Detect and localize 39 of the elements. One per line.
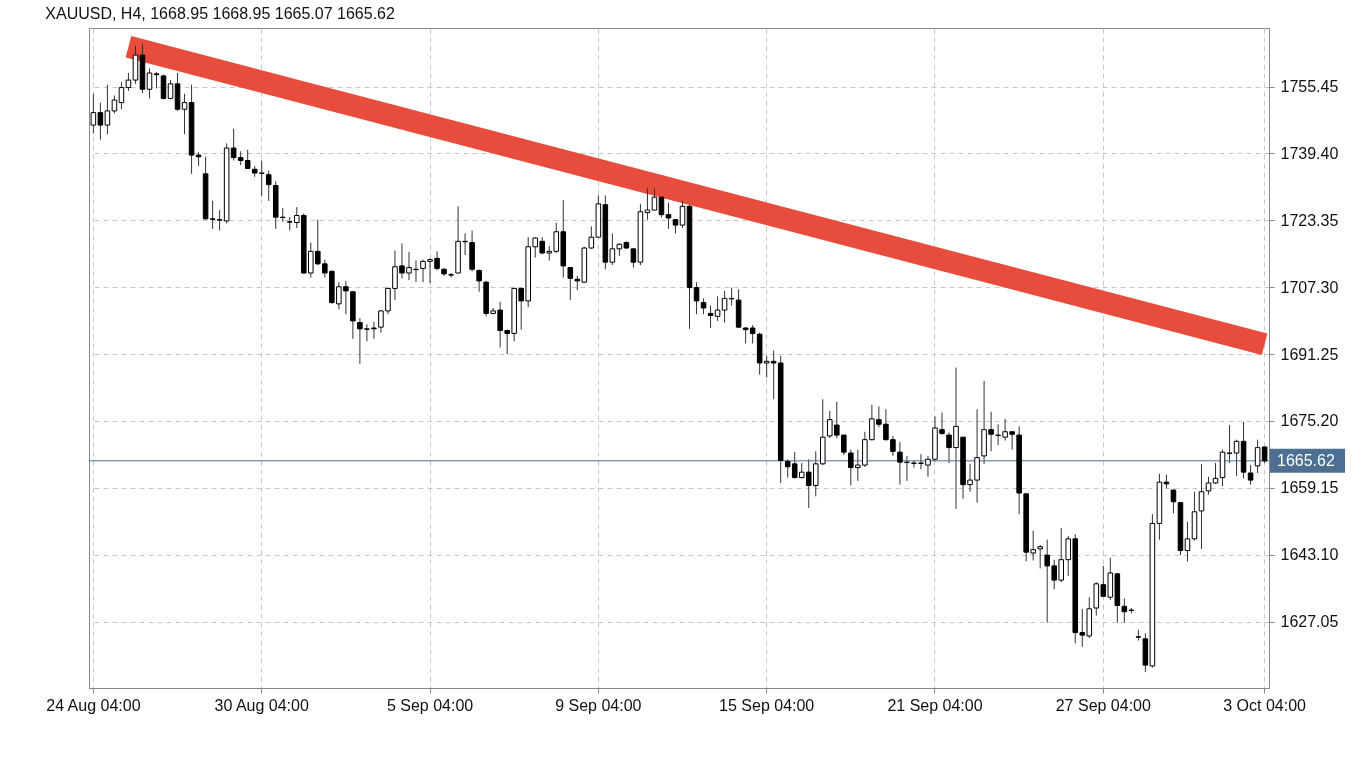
candlestick [693, 281, 700, 315]
candlestick [1233, 439, 1240, 477]
candlestick [567, 266, 574, 301]
ref-line-label: 1665.62 [1277, 451, 1335, 469]
x-tick-label: 5 Sep 04:00 [386, 696, 474, 714]
candlestick [1037, 544, 1043, 569]
candlestick [679, 200, 686, 229]
candlestick [448, 272, 454, 279]
candlestick [644, 187, 651, 221]
y-tick-label: 1739.40 [1280, 144, 1339, 162]
candlestick [146, 67, 153, 99]
y-tick-label: 1675.20 [1280, 412, 1339, 430]
y-tick-label: 1723.35 [1280, 211, 1339, 229]
candlestick [118, 81, 125, 110]
x-tick-label: 27 Sep 04:00 [1055, 696, 1151, 714]
candlestick [181, 93, 188, 135]
x-tick-label: 9 Sep 04:00 [555, 696, 642, 714]
candlestick [1226, 424, 1233, 464]
candlestick [1198, 463, 1205, 550]
y-tick-label: 1659.15 [1280, 479, 1339, 497]
x-tick-label: 15 Sep 04:00 [719, 696, 815, 714]
candlestick [665, 202, 672, 230]
candlestick [1212, 462, 1219, 485]
y-tick-label: 1707.30 [1280, 278, 1339, 296]
candlestick [1184, 521, 1191, 562]
candlestick [707, 305, 714, 329]
y-tick-label: 1627.05 [1280, 613, 1339, 631]
candlestick [651, 187, 658, 211]
x-tick-label: 3 Oct 04:00 [1223, 696, 1307, 714]
y-tick-label: 1643.10 [1280, 546, 1339, 564]
candlestick [476, 268, 482, 293]
chart-title: XAUUSD, H4, 1668.95 1668.95 1665.07 1665.62 [45, 5, 395, 22]
x-tick-label: 24 Aug 04:00 [46, 696, 141, 714]
y-tick-label: 1691.25 [1280, 345, 1339, 363]
x-tick-label: 30 Aug 04:00 [214, 696, 309, 714]
candlestick [265, 170, 272, 202]
candlestick [1170, 488, 1177, 514]
x-tick-label: 21 Sep 04:00 [887, 696, 983, 714]
y-tick-label: 1755.45 [1280, 78, 1339, 96]
